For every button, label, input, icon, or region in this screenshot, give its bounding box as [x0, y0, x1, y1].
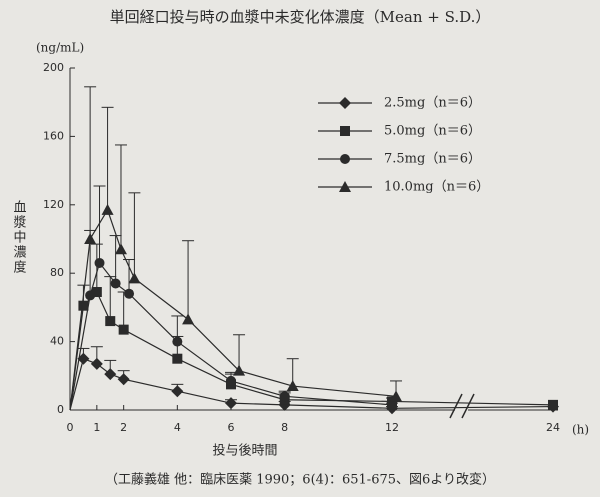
y-tick-label: 200: [43, 61, 64, 74]
marker: [104, 368, 117, 381]
y-axis-label: 血漿中濃度: [11, 200, 27, 275]
y-tick-label: 120: [43, 198, 64, 211]
series-line: [69, 290, 554, 411]
y-tick-label: 40: [50, 335, 64, 348]
x-tick-label: 1: [93, 421, 100, 434]
legend-label: 7.5mg（n＝6）: [384, 152, 481, 167]
marker: [339, 97, 351, 109]
marker: [117, 373, 130, 386]
marker: [114, 243, 127, 255]
marker: [110, 278, 121, 289]
marker: [85, 290, 96, 301]
axis-break: [461, 393, 475, 419]
marker: [225, 397, 237, 410]
marker: [233, 364, 246, 376]
y-tick-label: 160: [43, 129, 64, 142]
marker: [340, 126, 350, 136]
legend-label: 5.0mg（n＝6）: [384, 124, 481, 139]
marker: [390, 390, 403, 402]
source-note: （工藤義雄 他：臨床医薬 1990；6(4)：651-675、図6より改変）: [105, 472, 495, 488]
marker: [118, 324, 129, 335]
x-tick-label: 6: [228, 421, 235, 434]
marker: [77, 352, 90, 365]
marker: [182, 313, 195, 325]
marker: [279, 391, 290, 402]
marker: [172, 353, 183, 364]
x-tick-label: 24: [546, 421, 560, 434]
chart-title: 単回経口投与時の血漿中未変化体濃度（Mean + S.D.）: [110, 8, 491, 26]
marker: [171, 385, 184, 398]
marker: [387, 399, 397, 410]
marker: [340, 154, 350, 164]
marker: [124, 288, 135, 299]
marker: [339, 181, 351, 192]
marker: [78, 300, 89, 311]
y-tick-label: 0: [57, 403, 64, 416]
y-tick-label: 80: [50, 266, 64, 279]
marker: [172, 336, 183, 347]
y-unit: (ng/mL): [36, 41, 84, 55]
legend-label: 10.0mg（n＝6）: [384, 180, 489, 195]
marker: [286, 380, 299, 392]
x-unit: (h): [572, 423, 589, 437]
marker: [90, 357, 103, 370]
marker: [548, 399, 558, 410]
x-tick-label: 4: [174, 421, 181, 434]
x-axis-label: 投与後時間: [212, 443, 277, 459]
x-tick-label: 2: [120, 421, 127, 434]
marker: [94, 257, 105, 268]
marker: [101, 203, 114, 215]
marker: [105, 316, 116, 327]
legend-label: 2.5mg（n＝6）: [384, 96, 481, 111]
x-tick-label: 12: [385, 421, 399, 434]
marker: [91, 287, 102, 298]
marker: [84, 233, 97, 244]
axis-break: [449, 393, 463, 419]
marker: [226, 375, 236, 386]
series-line: [69, 357, 554, 411]
x-tick-label: 0: [67, 421, 74, 434]
x-tick-label: 8: [281, 421, 288, 434]
marker: [128, 272, 141, 284]
